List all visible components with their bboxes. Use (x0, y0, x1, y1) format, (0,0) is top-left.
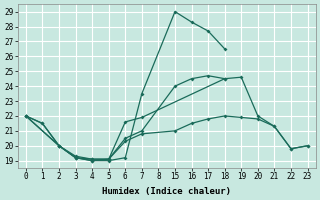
X-axis label: Humidex (Indice chaleur): Humidex (Indice chaleur) (102, 187, 231, 196)
